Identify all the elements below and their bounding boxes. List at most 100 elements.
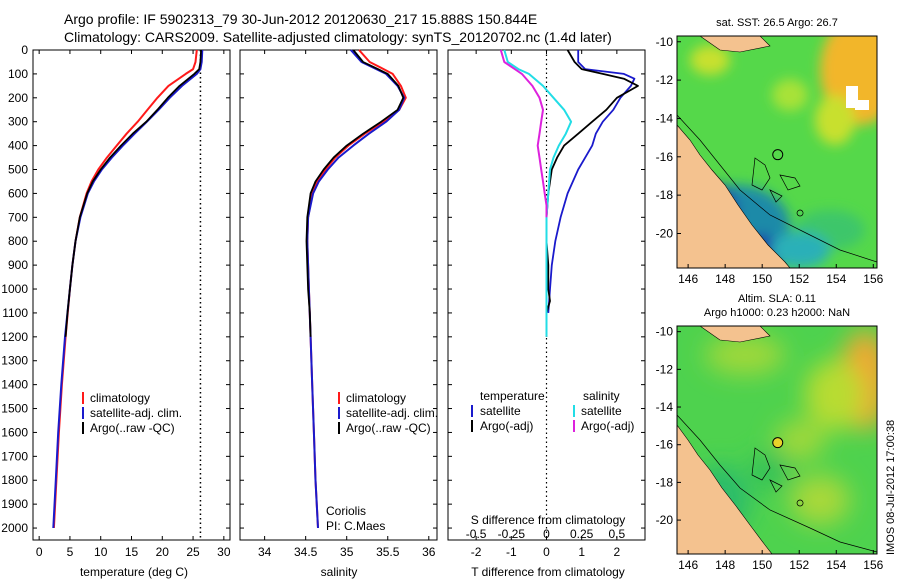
header-line-2: Climatology: CARS2009. Satellite-adjuste… xyxy=(64,29,612,45)
depth-tick-label: 500 xyxy=(8,163,28,177)
sst-cool-patch xyxy=(770,232,830,268)
map-x-tick-label: 148 xyxy=(715,272,735,286)
depth-tick-label: 700 xyxy=(8,210,28,224)
legend-label-climatology: climatology xyxy=(90,391,150,405)
top-tick-label: 0.25 xyxy=(570,527,594,541)
salinity-xlabel: salinity xyxy=(321,565,358,579)
map-x-tick-label: 156 xyxy=(863,558,883,572)
sst-map-frame xyxy=(676,35,878,269)
x-tick-label: 30 xyxy=(217,545,231,559)
map-x-tick-label: 150 xyxy=(752,558,772,572)
difference-series xyxy=(499,49,639,337)
depth-tick-label: 1700 xyxy=(1,449,28,463)
depth-tick-label: 2000 xyxy=(1,521,28,535)
x-tick-label: 0 xyxy=(36,545,43,559)
data-center-label: Coriolis xyxy=(326,504,366,518)
salinity-legend: climatology satellite-adj. clim. Argo(..… xyxy=(338,391,438,435)
series-line xyxy=(545,49,639,337)
x-tick-label: 10 xyxy=(94,545,108,559)
difference-top-xlabel: S difference from climatology xyxy=(471,513,626,527)
map-y-tick-label: -14 xyxy=(656,400,674,414)
argo-location-marker xyxy=(772,437,784,449)
sla-mid-patch xyxy=(790,475,850,525)
x-tick-label: 34 xyxy=(258,545,272,559)
reef-outline xyxy=(751,447,804,507)
sla-map xyxy=(677,326,877,554)
depth-tick-label: 1200 xyxy=(1,330,28,344)
map-x-tick-label: 152 xyxy=(789,558,809,572)
depth-tick-label: 1600 xyxy=(1,425,28,439)
sst-map-title: sat. SST: 26.5 Argo: 26.7 xyxy=(716,17,838,29)
legend-label-temp-satellite: satellite xyxy=(480,404,521,418)
x-tick-label: 5 xyxy=(67,545,74,559)
map-y-tick-label: -12 xyxy=(656,73,674,87)
temperature-xlabel: temperature (deg C) xyxy=(80,565,188,579)
depth-tick-label: 300 xyxy=(8,115,28,129)
sla-mid-patch xyxy=(805,360,865,430)
map-x-tick-label: 146 xyxy=(678,558,698,572)
legend-label-climatology: climatology xyxy=(346,391,406,405)
depth-tick-label: 1900 xyxy=(1,497,28,511)
map-x-tick-label: 148 xyxy=(715,558,735,572)
map-x-tick-label: 154 xyxy=(826,558,846,572)
land-mass xyxy=(677,424,773,554)
map-y-tick-label: -16 xyxy=(656,438,674,452)
sla-map-title-2: Argo h1000: 0.23 h2000: NaN xyxy=(704,307,850,319)
x-tick-label: 20 xyxy=(156,545,170,559)
difference-x-axis: -2 -1 0 1 2 xyxy=(471,50,621,559)
x-tick-label: 1 xyxy=(578,545,585,559)
x-tick-label: 15 xyxy=(125,545,139,559)
reef-outline xyxy=(751,157,804,217)
sst-warm-patch xyxy=(772,79,808,111)
map-y-tick-label: -14 xyxy=(656,111,674,125)
series-line xyxy=(499,49,548,218)
map-y-tick-label: -20 xyxy=(656,513,674,527)
map-y-tick-label: -16 xyxy=(656,150,674,164)
series-line xyxy=(306,49,407,529)
salinity-difference-axis: -0.5 -0.25 0 0.25 0.5 xyxy=(466,527,626,541)
sla-map-frame xyxy=(676,325,878,555)
legend-title-temperature: temperature xyxy=(480,389,545,403)
series-line xyxy=(64,49,202,337)
x-tick-label: 34.5 xyxy=(294,545,318,559)
depth-tick-label: 800 xyxy=(8,234,28,248)
series-line xyxy=(52,49,198,529)
isobath xyxy=(677,114,877,263)
series-line xyxy=(503,49,573,337)
sst-map-axes: 146 148 150 152 154 156 -10 -12 -14 -16 -18 -20 xyxy=(656,35,884,286)
temperature-x-axis: 0 5 10 15 20 25 30 xyxy=(36,50,231,559)
map-x-tick-label: 152 xyxy=(789,272,809,286)
depth-tick-label: 1800 xyxy=(1,473,28,487)
argo-location-marker xyxy=(772,149,784,161)
depth-axis: 0 100 200 300 400 500 600 700 800 900 1000 1100 1200… xyxy=(1,43,645,535)
top-tick-label: 0 xyxy=(543,527,550,541)
sla-map-axes: 146 148 150 152 154 156 -10 -12 -14 -16 -18 -20 xyxy=(656,325,884,572)
land-mass xyxy=(677,124,791,268)
x-tick-label: 25 xyxy=(186,545,200,559)
sla-mid-patch xyxy=(705,335,785,375)
imos-timestamp: IMOS 08-Jul-2012 17:00:38 xyxy=(885,420,897,555)
legend-label-satellite: satellite-adj. clim. xyxy=(90,406,182,420)
top-tick-label: -0.5 xyxy=(466,527,487,541)
depth-tick-label: 100 xyxy=(8,67,28,81)
map-y-tick-label: -10 xyxy=(656,325,674,339)
depth-tick-label: 1400 xyxy=(1,378,28,392)
map-x-tick-label: 154 xyxy=(826,272,846,286)
difference-legend: temperature salinity satellite Argo(-adj… xyxy=(471,389,634,433)
depth-tick-label: 1000 xyxy=(1,282,28,296)
legend-label-argo: Argo(..raw -QC) xyxy=(90,421,175,435)
depth-tick-label: 900 xyxy=(8,258,28,272)
map-x-tick-label: 150 xyxy=(752,272,772,286)
legend-label-temp-argo: Argo(-adj) xyxy=(480,419,533,433)
temperature-legend: climatology satellite-adj. clim. Argo(..… xyxy=(82,391,182,435)
map-y-tick-label: -18 xyxy=(656,475,674,489)
sst-warm-patch xyxy=(690,45,730,75)
depth-tick-label: 600 xyxy=(8,186,28,200)
legend-title-salinity: salinity xyxy=(583,389,620,403)
x-tick-label: 0 xyxy=(543,545,550,559)
x-tick-label: 36 xyxy=(422,545,436,559)
salinity-x-axis: 34 34.5 35 35.5 36 xyxy=(258,50,436,559)
x-tick-label: 35.5 xyxy=(376,545,400,559)
top-tick-label: 0.5 xyxy=(609,527,626,541)
